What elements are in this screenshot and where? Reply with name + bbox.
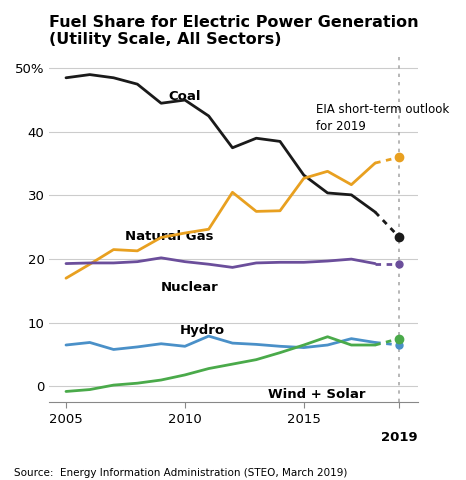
Text: Nuclear: Nuclear (161, 281, 219, 294)
Text: Coal: Coal (168, 90, 201, 103)
Text: Fuel Share for Electric Power Generation
(Utility Scale, All Sectors): Fuel Share for Electric Power Generation… (49, 15, 419, 48)
Text: Natural Gas: Natural Gas (125, 230, 214, 243)
Text: Wind + Solar: Wind + Solar (268, 387, 366, 400)
Text: 2019: 2019 (381, 431, 417, 444)
Text: Source:  Energy Information Administration (STEO, March 2019): Source: Energy Information Administratio… (14, 468, 347, 478)
Text: EIA short-term outlook
for 2019: EIA short-term outlook for 2019 (315, 103, 449, 133)
Text: Hydro: Hydro (180, 324, 225, 337)
